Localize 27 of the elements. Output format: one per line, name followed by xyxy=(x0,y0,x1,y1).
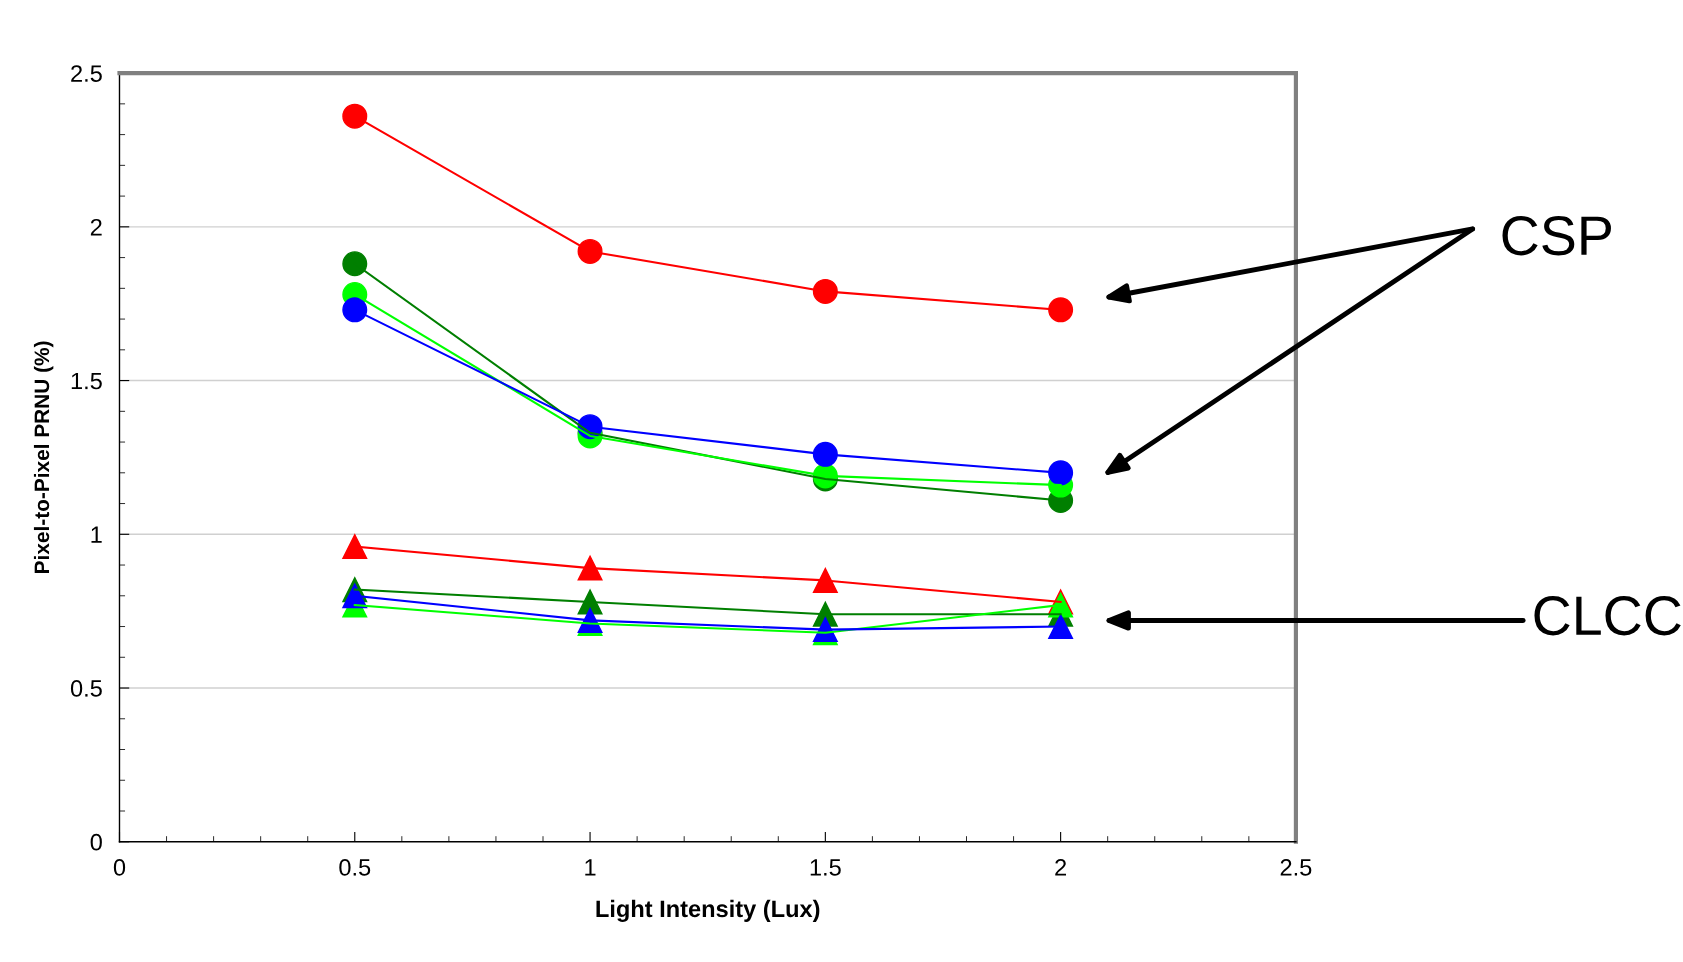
point xyxy=(1048,614,1074,640)
x-axis-title: Light Intensity (Lux) xyxy=(596,899,820,922)
point xyxy=(1048,460,1074,486)
x-tick-label: 0 xyxy=(113,859,126,876)
point xyxy=(342,251,368,277)
point xyxy=(812,278,838,304)
point xyxy=(342,534,368,560)
y-tick-label: 1 xyxy=(91,526,102,543)
y-tick-label: 1.5 xyxy=(71,372,102,390)
text: CSP xyxy=(1502,216,1611,256)
y-tick-label: 2 xyxy=(90,218,102,236)
x-tick-label: 2.5 xyxy=(1280,859,1312,876)
x-tick-label: 0.5 xyxy=(339,859,371,876)
y-tick-label: 2.5 xyxy=(71,65,102,82)
point xyxy=(577,555,603,581)
text: CLCC xyxy=(1534,596,1681,636)
point xyxy=(812,567,838,593)
y-axis-title: Pixel-to-Pixel PRNU (%) xyxy=(33,341,54,573)
point xyxy=(812,441,838,467)
x-tick-label: 2 xyxy=(1055,859,1067,876)
x-tick-label: 1 xyxy=(585,859,596,876)
point xyxy=(342,103,368,129)
point xyxy=(342,297,368,323)
y-tick-label: 0 xyxy=(90,833,102,851)
x-tick-label: 1.5 xyxy=(810,859,841,876)
point xyxy=(1048,297,1074,323)
y-tick-label: 0.5 xyxy=(70,680,102,697)
